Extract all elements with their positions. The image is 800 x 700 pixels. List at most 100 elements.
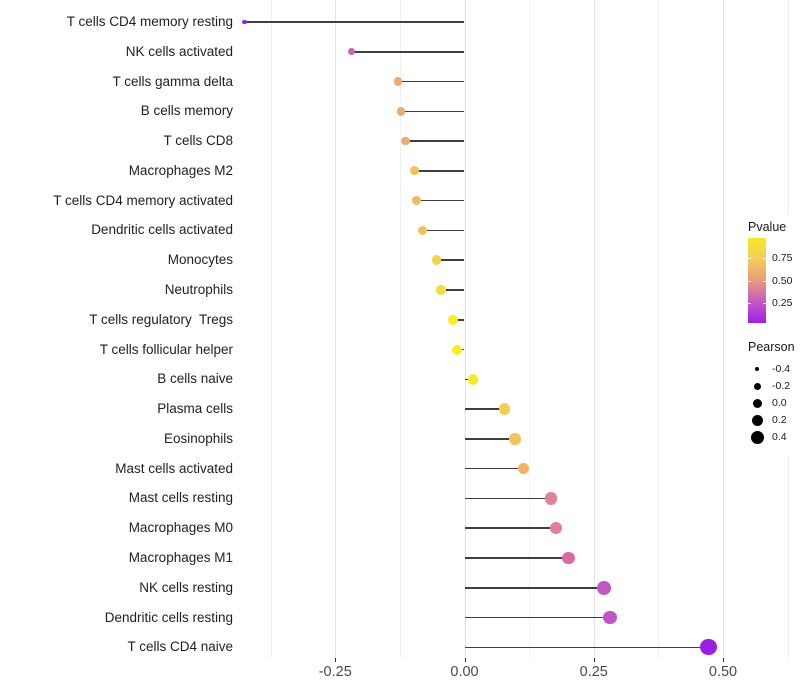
lollipop-stem xyxy=(441,289,465,291)
lollipop-dot xyxy=(517,462,530,475)
y-axis-label: NK cells activated xyxy=(125,43,233,59)
y-axis-label: Neutrophils xyxy=(164,281,233,297)
lollipop-stem xyxy=(397,80,465,83)
y-axis-label: B cells memory xyxy=(140,103,233,119)
lollipop-dot xyxy=(544,492,557,505)
lollipop-dot xyxy=(393,77,403,86)
pvalue-gradient-tick xyxy=(763,257,766,259)
lollipop-stem xyxy=(422,229,465,232)
y-axis-label: T cells CD4 naive xyxy=(127,639,233,655)
y-axis-label: T cells follicular helper xyxy=(99,341,233,357)
lollipop-dot xyxy=(412,196,422,206)
pvalue-gradient-tick xyxy=(748,303,751,305)
lollipop-stem xyxy=(453,318,465,321)
y-axis-label: Macrophages M1 xyxy=(128,549,233,565)
pearson-size-dot xyxy=(751,414,763,426)
lollipop-dot xyxy=(562,551,575,565)
pearson-size-label: 0.4 xyxy=(772,431,787,444)
lollipop-dot xyxy=(242,19,248,25)
lollipop-stem xyxy=(414,170,465,172)
lollipop-stem xyxy=(436,259,465,261)
y-axis-label: Macrophages M0 xyxy=(128,520,233,536)
y-axis-label: B cells naive xyxy=(157,371,233,387)
x-axis-tick-label: 0.50 xyxy=(708,664,738,680)
major-gridline xyxy=(723,0,724,658)
lollipop-stem xyxy=(405,140,465,142)
pvalue-gradient-tick xyxy=(763,303,766,305)
y-axis-label: T cells CD4 memory activated xyxy=(53,192,233,208)
y-axis-label: Dendritic cells resting xyxy=(104,609,233,625)
lollipop-stem xyxy=(464,646,709,649)
y-axis-label: Mast cells activated xyxy=(115,460,233,476)
pvalue-tick-label: 0.75 xyxy=(772,251,793,264)
y-axis-label: T cells gamma delta xyxy=(112,73,233,89)
lollipop-stem xyxy=(400,110,465,113)
pvalue-legend-title: Pvalue xyxy=(748,220,787,234)
lollipop-dot xyxy=(401,136,410,146)
major-gridline xyxy=(335,0,337,658)
lollipop-dot xyxy=(468,374,479,385)
lollipop-dot xyxy=(499,403,511,415)
minor-gridline xyxy=(270,0,272,658)
y-axis-label: T cells CD8 xyxy=(163,133,233,149)
lollipop-stem xyxy=(244,21,465,23)
pearson-size-dot xyxy=(750,430,764,444)
x-axis-tick-label: 0.25 xyxy=(579,664,608,680)
lollipop-stem xyxy=(464,497,551,500)
y-axis-label: Eosinophils xyxy=(163,430,233,446)
lollipop-dot xyxy=(448,314,459,325)
lollipop-dot xyxy=(409,166,419,176)
pvalue-gradient-bar xyxy=(748,238,766,323)
minor-gridline xyxy=(529,0,531,658)
lollipop-stem xyxy=(464,586,605,589)
pvalue-gradient-tick xyxy=(763,280,766,282)
x-axis-tick xyxy=(335,658,337,662)
lollipop-dot xyxy=(418,225,428,235)
lollipop-stem xyxy=(464,438,516,440)
y-axis-label: Mast cells resting xyxy=(128,490,233,506)
pearson-legend-title: Pearson xyxy=(748,340,795,354)
pearson-size-dot xyxy=(753,382,761,390)
lollipop-dot xyxy=(452,344,463,355)
lollipop-dot xyxy=(509,433,521,445)
pvalue-gradient-tick xyxy=(748,280,751,282)
pearson-size-dot xyxy=(754,366,760,372)
x-axis-tick xyxy=(723,658,724,662)
y-axis-label: NK cells resting xyxy=(139,579,233,595)
pearson-size-label: 0.2 xyxy=(772,414,787,427)
pearson-size-label: 0.0 xyxy=(772,397,787,410)
lollipop-dot xyxy=(597,580,611,595)
lollipop-dot xyxy=(348,48,356,56)
lollipop-dot xyxy=(549,521,563,535)
y-axis-label: T cells regulatory Tregs xyxy=(89,311,233,327)
lollipop-dot xyxy=(396,107,406,116)
plot-panel xyxy=(240,0,800,658)
y-axis-label: Monocytes xyxy=(167,252,233,268)
lollipop-stem xyxy=(464,467,524,470)
major-gridline xyxy=(464,0,466,658)
lollipop-stem xyxy=(416,199,465,202)
minor-gridline xyxy=(399,0,401,658)
major-gridline xyxy=(593,0,595,658)
pearson-legend: Pearson -0.4 -0.2 0.0 0.2 0.4 xyxy=(735,338,800,453)
y-axis-label: T cells CD4 memory resting xyxy=(66,14,233,29)
lollipop-stem xyxy=(464,408,505,410)
pvalue-tick-label: 0.25 xyxy=(772,297,793,310)
x-axis-tick xyxy=(464,658,466,662)
y-axis-label: Dendritic cells activated xyxy=(91,222,233,238)
pearson-size-label: -0.2 xyxy=(772,380,791,393)
lollipop-stem xyxy=(351,50,465,53)
lollipop-stem xyxy=(464,557,569,559)
lollipop-dot xyxy=(700,639,717,656)
x-axis-tick-label: -0.25 xyxy=(318,664,352,680)
x-axis-tick-label: 0.00 xyxy=(450,664,479,680)
pvalue-gradient-tick xyxy=(748,257,751,259)
x-axis-tick xyxy=(593,658,595,662)
lollipop-dot xyxy=(436,285,447,295)
y-axis-label: Macrophages M2 xyxy=(128,162,233,178)
pvalue-tick-label: 0.50 xyxy=(772,274,793,287)
y-axis-label: Plasma cells xyxy=(157,401,233,417)
pearson-size-label: -0.4 xyxy=(772,363,791,375)
lollipop-dot xyxy=(431,255,442,265)
